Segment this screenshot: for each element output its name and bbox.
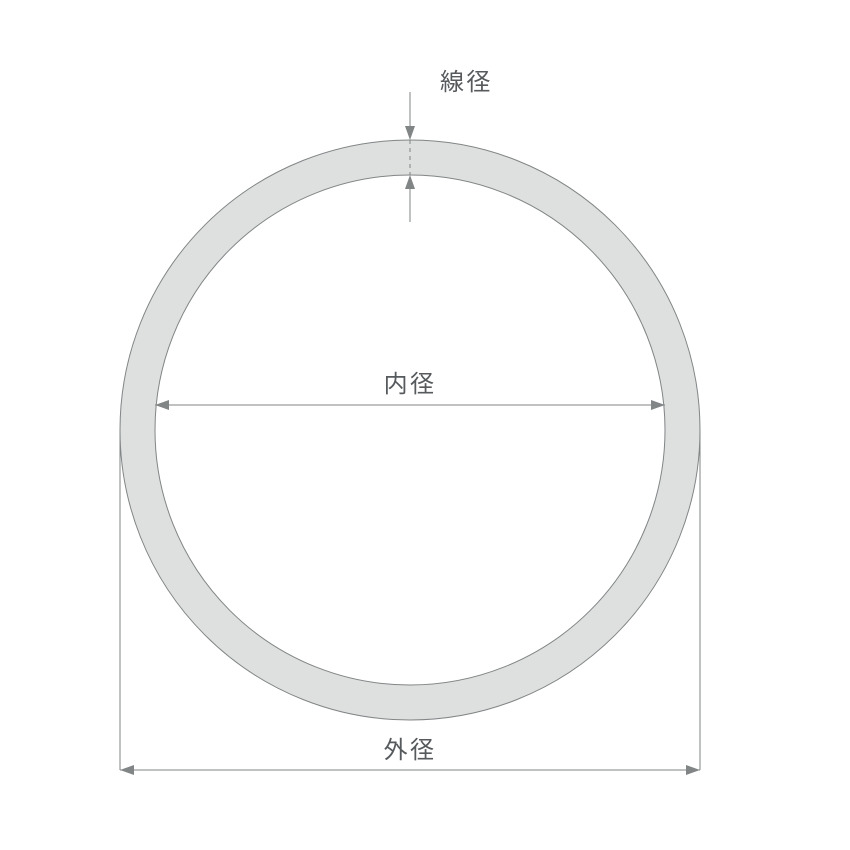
inner-diameter-label: 内径 [384,364,437,399]
wall-thickness-label: 線径 [440,62,493,97]
oring-dimension-diagram: 内径外径 線径 [0,0,850,850]
outer-diameter-label: 外径 [384,730,437,765]
